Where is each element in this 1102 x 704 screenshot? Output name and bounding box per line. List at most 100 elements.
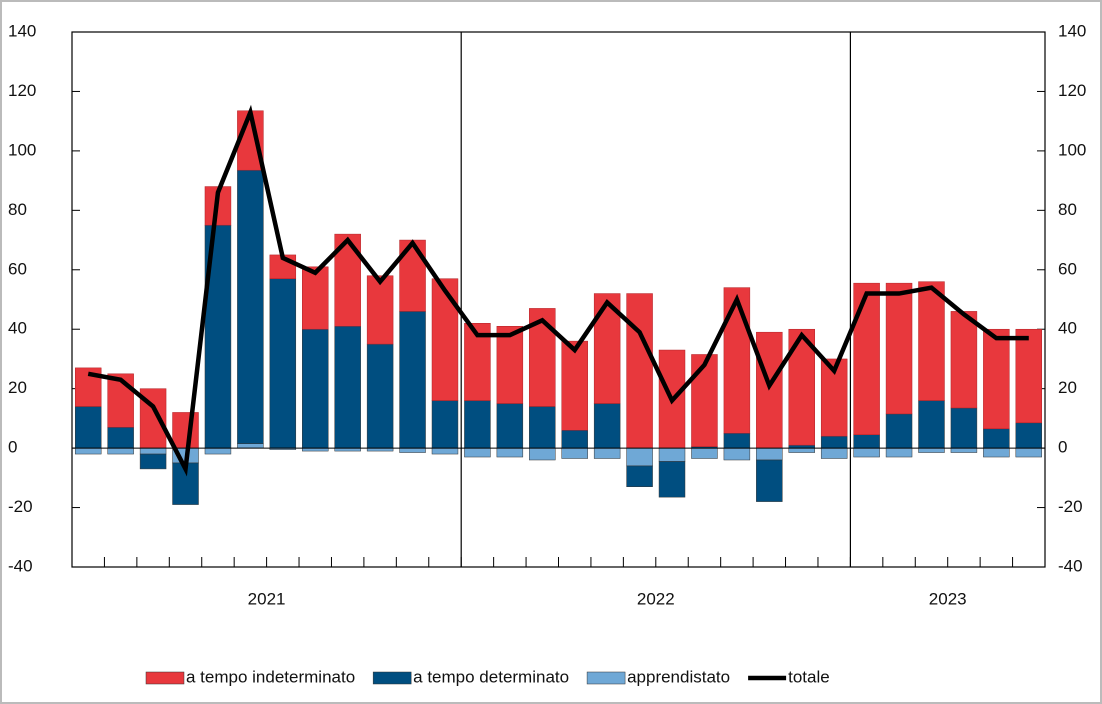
bar-segment [334, 326, 361, 449]
y2-tick-label: 120 [1058, 81, 1086, 100]
bar-segment [237, 443, 264, 449]
bar-segment [204, 447, 232, 455]
y-tick-label: 120 [8, 81, 36, 100]
bar-segment [139, 453, 167, 470]
legend-label: a tempo determinato [413, 667, 569, 686]
legend-swatch [372, 671, 412, 685]
y-tick-label: 100 [8, 140, 36, 159]
bar-segment [302, 328, 329, 449]
bar-segment [107, 373, 134, 428]
bar-segment [269, 278, 297, 449]
y-tick-label: 20 [8, 378, 27, 397]
bar-segment [496, 403, 524, 449]
bar-segment [950, 407, 978, 449]
bar-segment [74, 406, 102, 449]
legend-label: apprendistato [627, 667, 730, 686]
bar-segment [561, 447, 588, 459]
bar-segment [107, 427, 134, 449]
bar-segment [983, 447, 1010, 458]
bar-segment [561, 430, 588, 449]
bar-segment [74, 447, 102, 455]
y-tick-label: 140 [8, 21, 36, 40]
y-tick-label: 0 [8, 438, 17, 457]
bar-segment [496, 326, 524, 404]
legend-swatch [586, 671, 626, 685]
bar-segment [172, 412, 199, 449]
bar-segment [431, 278, 459, 401]
y2-tick-label: 60 [1058, 259, 1077, 278]
bar-segment [431, 447, 459, 455]
x-group-label: 2022 [637, 589, 675, 608]
bar-segment [1015, 328, 1043, 424]
bar-segment [529, 447, 556, 461]
y2-tick-label: 20 [1058, 378, 1077, 397]
bar-segment [885, 282, 913, 415]
bar-segment [853, 447, 880, 458]
bar-segment [820, 447, 848, 459]
y-tick-label: 60 [8, 259, 27, 278]
bar-segment [756, 331, 783, 449]
bar-segment [593, 403, 621, 449]
bar-segment [626, 447, 653, 467]
bar-segment [626, 465, 653, 488]
bar-segment [691, 447, 718, 459]
bar-segment [1015, 447, 1043, 458]
bar-segment [983, 428, 1010, 449]
y2-tick-label: 40 [1058, 319, 1077, 338]
y-tick-label: -20 [8, 497, 33, 516]
bar-segment [366, 343, 394, 449]
bar-segment [529, 406, 556, 449]
bar-segment [1015, 422, 1043, 449]
bar-segment [983, 328, 1010, 430]
bar-segment [107, 447, 134, 455]
total-line [87, 104, 1029, 477]
y-tick-label: -40 [8, 556, 33, 575]
legend-label: a tempo indeterminato [186, 667, 355, 686]
bar-segment [723, 433, 751, 449]
bar-segment [723, 287, 751, 434]
y-tick-label: 40 [8, 319, 27, 338]
y2-tick-label: -20 [1058, 497, 1083, 516]
legend-swatch [145, 671, 185, 685]
bar-segment [658, 447, 686, 462]
bar-segment [950, 447, 978, 453]
bar-segment [431, 400, 459, 449]
y2-tick-label: 80 [1058, 200, 1077, 219]
bar-segment [237, 169, 264, 444]
bar-segment [950, 311, 978, 409]
bar-segment [366, 275, 394, 345]
y2-tick-label: -40 [1058, 556, 1083, 575]
bar-segment [788, 447, 815, 453]
bar-segment [756, 459, 783, 502]
bar-segment [723, 447, 751, 461]
bar-segment [853, 434, 880, 449]
x-group-label: 2021 [248, 589, 286, 608]
legend-label: totale [788, 667, 830, 686]
bar-segment [626, 293, 653, 449]
y2-tick-label: 0 [1058, 438, 1067, 457]
bar-segment [464, 447, 491, 458]
bar-segment [561, 340, 588, 431]
bar-segment [918, 281, 945, 401]
bar-segment [820, 435, 848, 449]
bar-segment [658, 461, 686, 498]
bar-segment [302, 266, 329, 330]
y2-tick-label: 100 [1058, 140, 1086, 159]
y2-tick-label: 140 [1058, 21, 1086, 40]
bar-segment [918, 400, 945, 449]
y-tick-label: 80 [8, 200, 27, 219]
bar-segment [496, 447, 524, 458]
bar-segment [399, 447, 426, 453]
bar-segment [885, 447, 913, 458]
bar-segment [885, 413, 913, 449]
bar-segment [399, 311, 426, 449]
bar-segment [853, 282, 880, 435]
bar-segment [691, 354, 718, 447]
x-group-label: 2023 [929, 589, 967, 608]
bar-segment [918, 447, 945, 453]
bar-segment [464, 400, 491, 449]
bar-segment [139, 447, 167, 455]
bar-segment [756, 447, 783, 461]
bar-segment [593, 447, 621, 459]
